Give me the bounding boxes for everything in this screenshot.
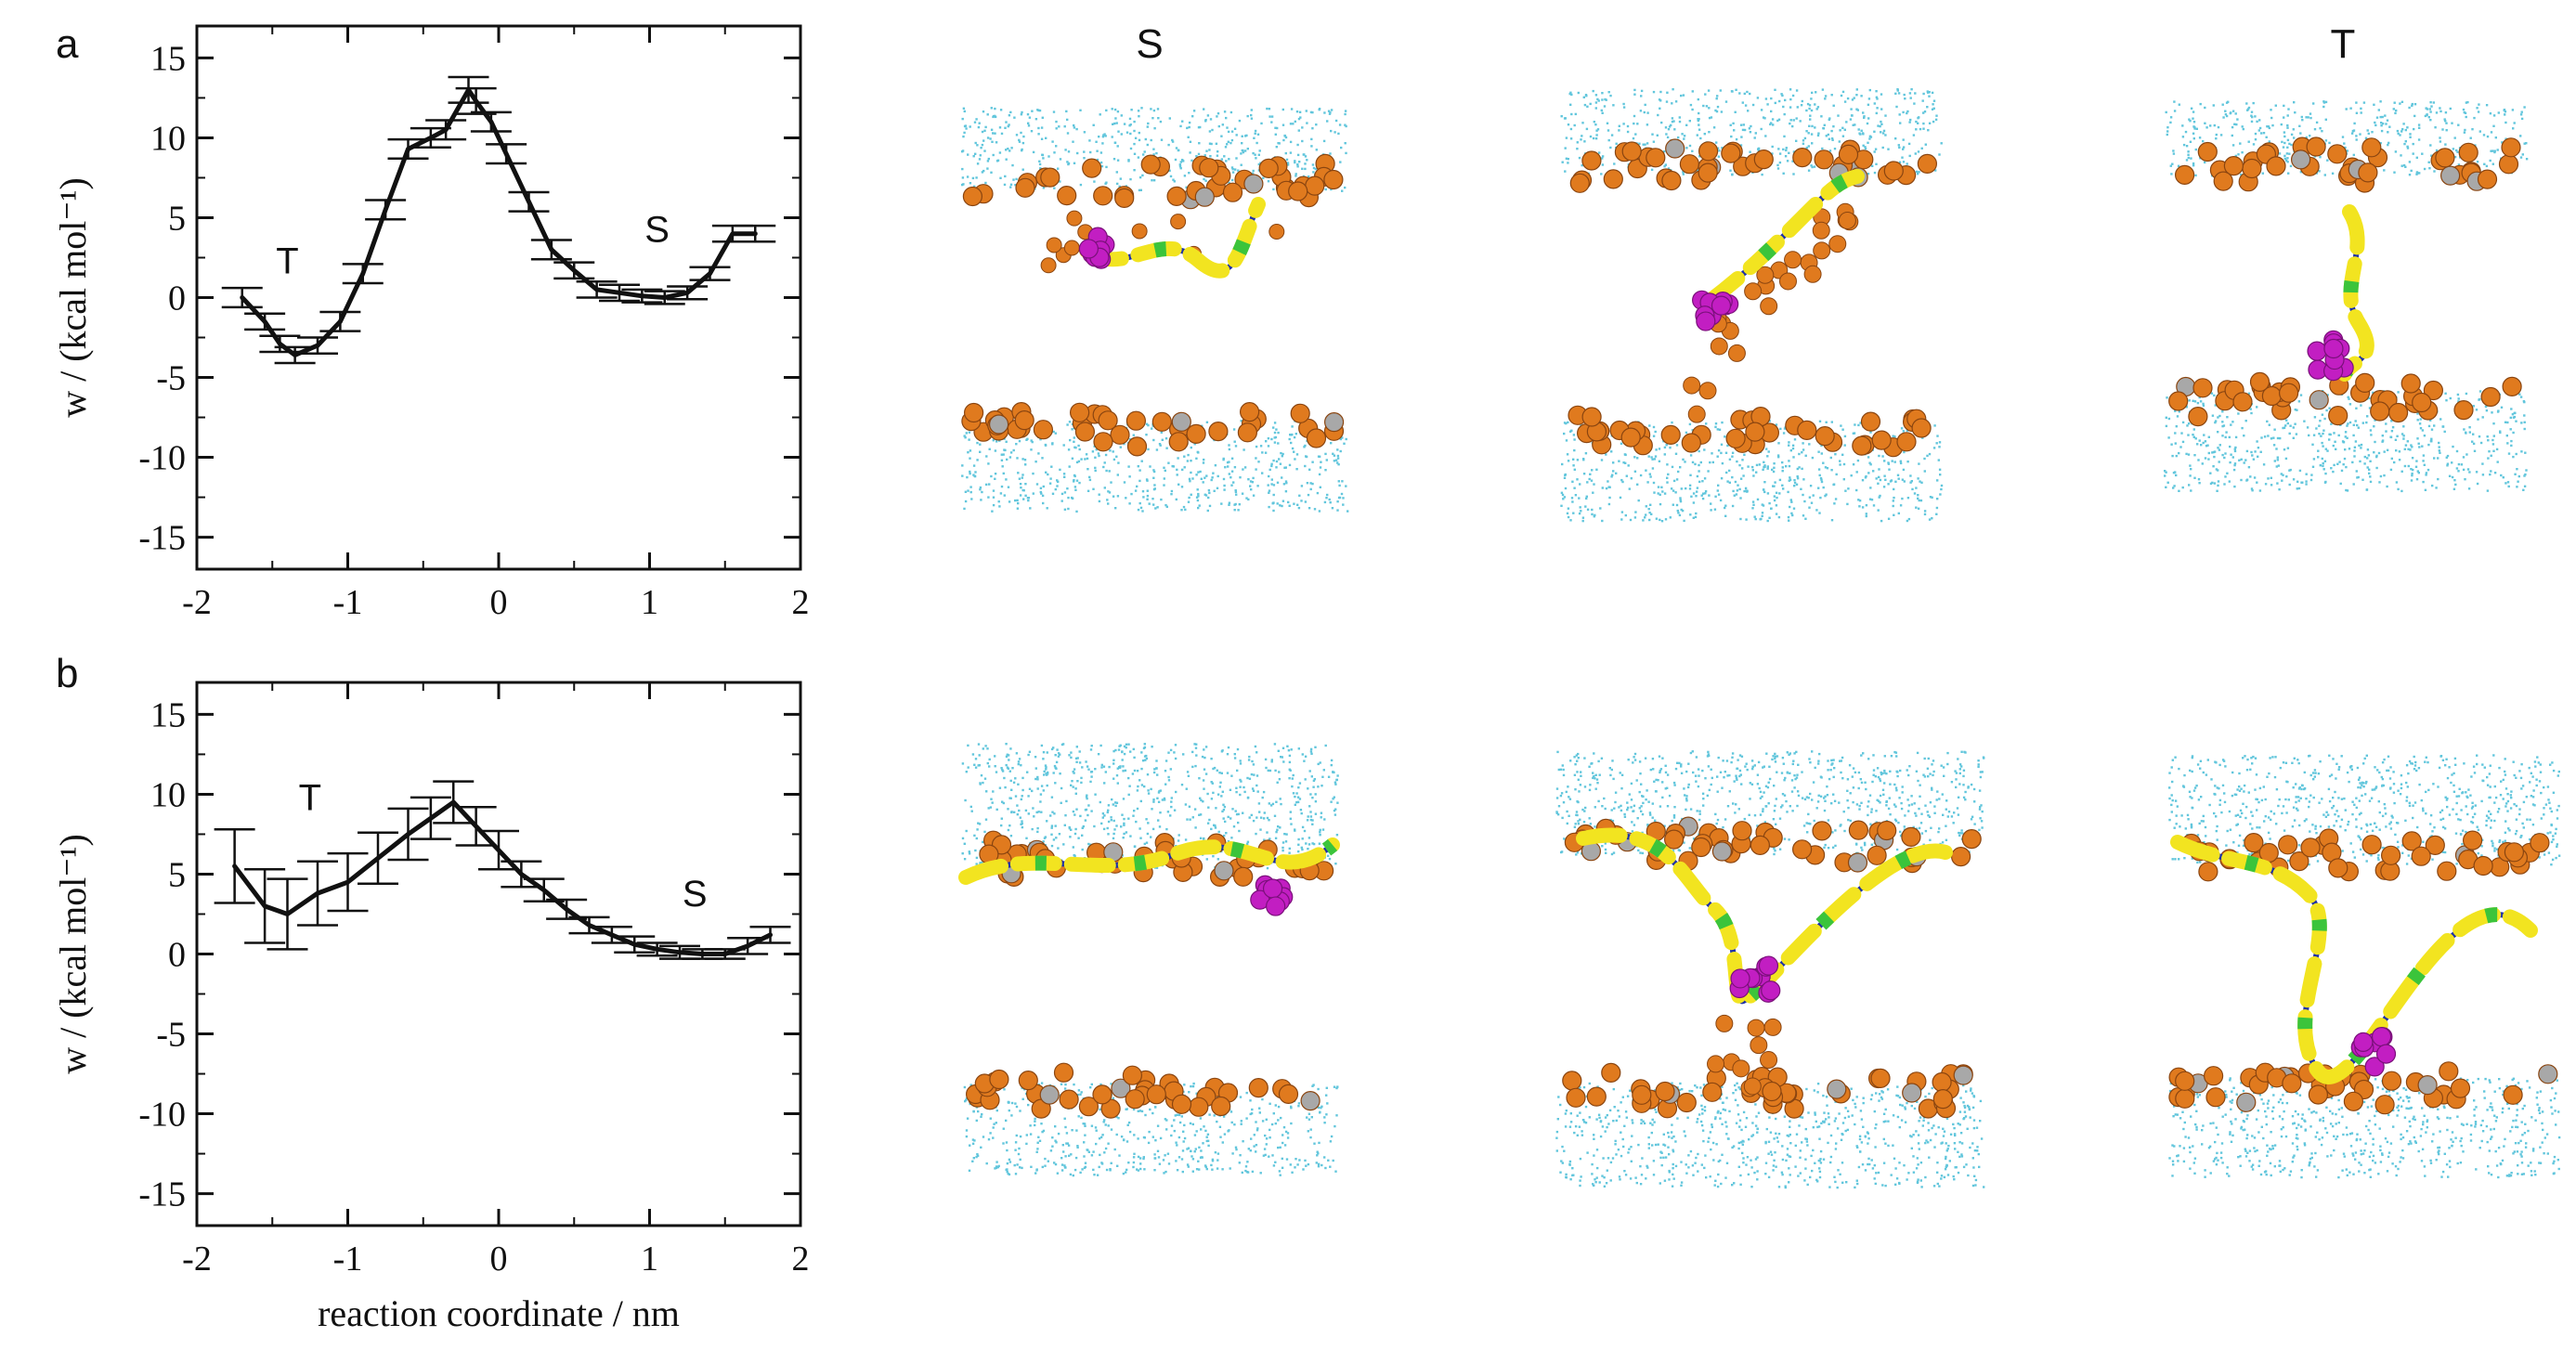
state-annotation: T [276,241,298,282]
peptide-ribbon [1079,197,1266,279]
y-tick-label: 10 [150,775,186,814]
lipid-headgroups [2168,136,2522,427]
y-tick-label: 5 [168,855,186,894]
helix-segment [2337,204,2374,382]
pmf-series-line [240,87,758,357]
lipid-headgroups [961,153,1345,457]
helix-segment [1079,197,1266,279]
plot-frame [195,24,802,571]
y-tick-label: 0 [168,279,186,318]
x-axis-title: reaction coordinate / nm [318,1292,680,1334]
residue-cluster [1250,875,1294,916]
x-tick-label: 0 [490,1240,508,1279]
column-label-S: S [1136,21,1163,67]
y-tick-label: -5 [156,359,186,398]
y-tick-label: 15 [150,695,186,734]
residue-cluster [1078,227,1115,269]
residue-cluster [2350,1027,2397,1077]
snapshot-b-mid [1555,750,1985,1189]
peptide-ribbon [958,837,1340,885]
lipid-headgroups [1568,138,1937,458]
snapshot-b-T [2168,754,2561,1179]
lipid-headgroups [965,830,1334,1119]
pmf-series-line [232,799,773,956]
helix-segment [2170,835,2538,1084]
peptide-ribbon [2337,204,2374,382]
water-layer [1560,88,1943,177]
residue-cluster [2307,330,2354,382]
y-axis-title: w / (kcal mol⁻¹) [52,834,94,1074]
y-tick-label: -10 [138,439,186,478]
x-tick-label: -2 [182,583,212,622]
residue-cluster [1692,290,1739,331]
x-tick-label: -1 [333,583,363,622]
peptide-ribbon [2170,835,2538,1084]
water-layer [2164,390,2528,493]
snapshot-b-S [958,743,1340,1177]
panel-letter-b: b [56,651,78,696]
state-annotation: S [683,874,708,915]
x-tick-label: 1 [641,583,658,622]
y-axis-title: w / (kcal mol⁻¹) [52,177,94,418]
state-annotation: S [644,209,670,250]
md-snapshots [958,88,2561,1189]
y-tick-label: 5 [168,199,186,238]
y-tick-label: -15 [138,1175,186,1214]
lipid-headgroups [2168,828,2558,1115]
column-label-T: T [2331,21,2356,67]
y-tick-label: -15 [138,519,186,558]
y-tick-label: -10 [138,1096,186,1135]
y-tick-label: 15 [150,39,186,78]
y-tick-label: 0 [168,936,186,975]
snapshot-a-T [2164,100,2529,493]
x-tick-label: 2 [792,583,810,622]
snapshot-a-S [961,107,1349,513]
y-tick-label: -5 [156,1016,186,1055]
snapshot-a-mid [1560,88,1944,523]
x-tick-label: -1 [333,1240,363,1279]
y-tick-label: 10 [150,119,186,158]
x-tick-label: 0 [490,583,508,622]
water-layer [1555,1082,1985,1189]
helix-segment [958,837,1340,885]
residue-cluster [1729,955,1781,1003]
x-tick-label: 1 [641,1240,658,1279]
helix-segment-green [1082,201,1266,279]
helix-segment-green [1704,169,1860,308]
peptide-ribbon [1701,169,1865,309]
x-tick-label: 2 [792,1240,810,1279]
panel-letter-a: a [56,21,79,67]
x-tick-label: -2 [182,1240,212,1279]
state-annotation: T [299,778,321,819]
